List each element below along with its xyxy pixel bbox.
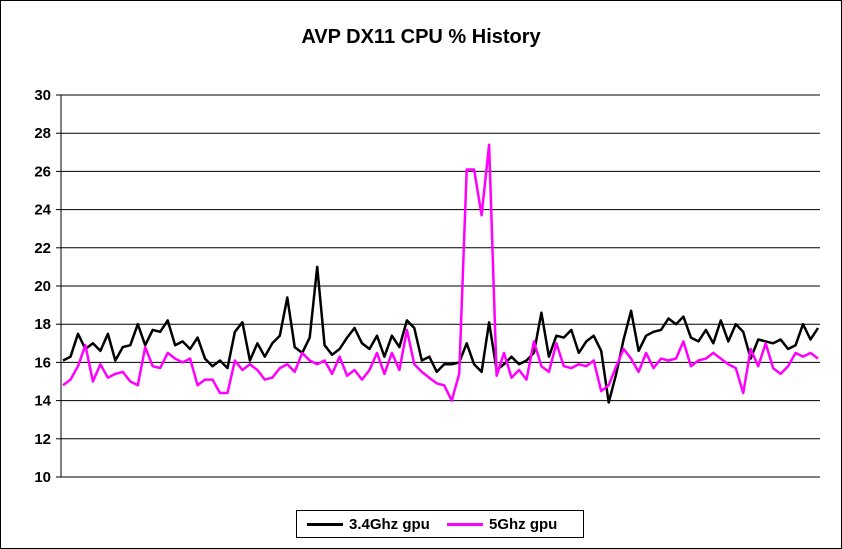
series-line-2 [62, 143, 819, 402]
legend-swatch-series-2 [447, 522, 483, 526]
series-lines [62, 143, 820, 404]
y-tick-label-20: 20 [34, 278, 51, 295]
legend: 3.4Ghz gpu 5Ghz gpu [296, 510, 584, 538]
y-tick-label-22: 22 [34, 240, 51, 257]
y-tick-label-10: 10 [34, 469, 51, 486]
y-tick-label-18: 18 [34, 316, 51, 333]
y-axis-tick-labels: 10 12 14 16 18 20 22 24 26 28 30 [34, 87, 51, 486]
y-tick-label-26: 26 [34, 163, 51, 180]
legend-label-series-1: 3.4Ghz gpu [349, 515, 430, 533]
y-tick-label-28: 28 [34, 125, 51, 142]
axes [56, 94, 820, 478]
legend-label-series-2: 5Ghz gpu [489, 515, 558, 533]
y-tick-label-30: 30 [34, 87, 51, 104]
legend-swatch-series-1 [307, 522, 343, 526]
legend-item-series-2: 5Ghz gpu [447, 515, 557, 533]
y-tick-label-14: 14 [34, 393, 51, 410]
y-tick-label-24: 24 [34, 202, 51, 219]
gridlines [61, 94, 820, 440]
series-line-1 [62, 265, 820, 404]
y-tick-label-12: 12 [34, 431, 51, 448]
y-tick-label-16: 16 [34, 354, 51, 371]
legend-item-series-1: 3.4Ghz gpu [307, 515, 430, 533]
chart-title: AVP DX11 CPU % History [301, 26, 541, 48]
